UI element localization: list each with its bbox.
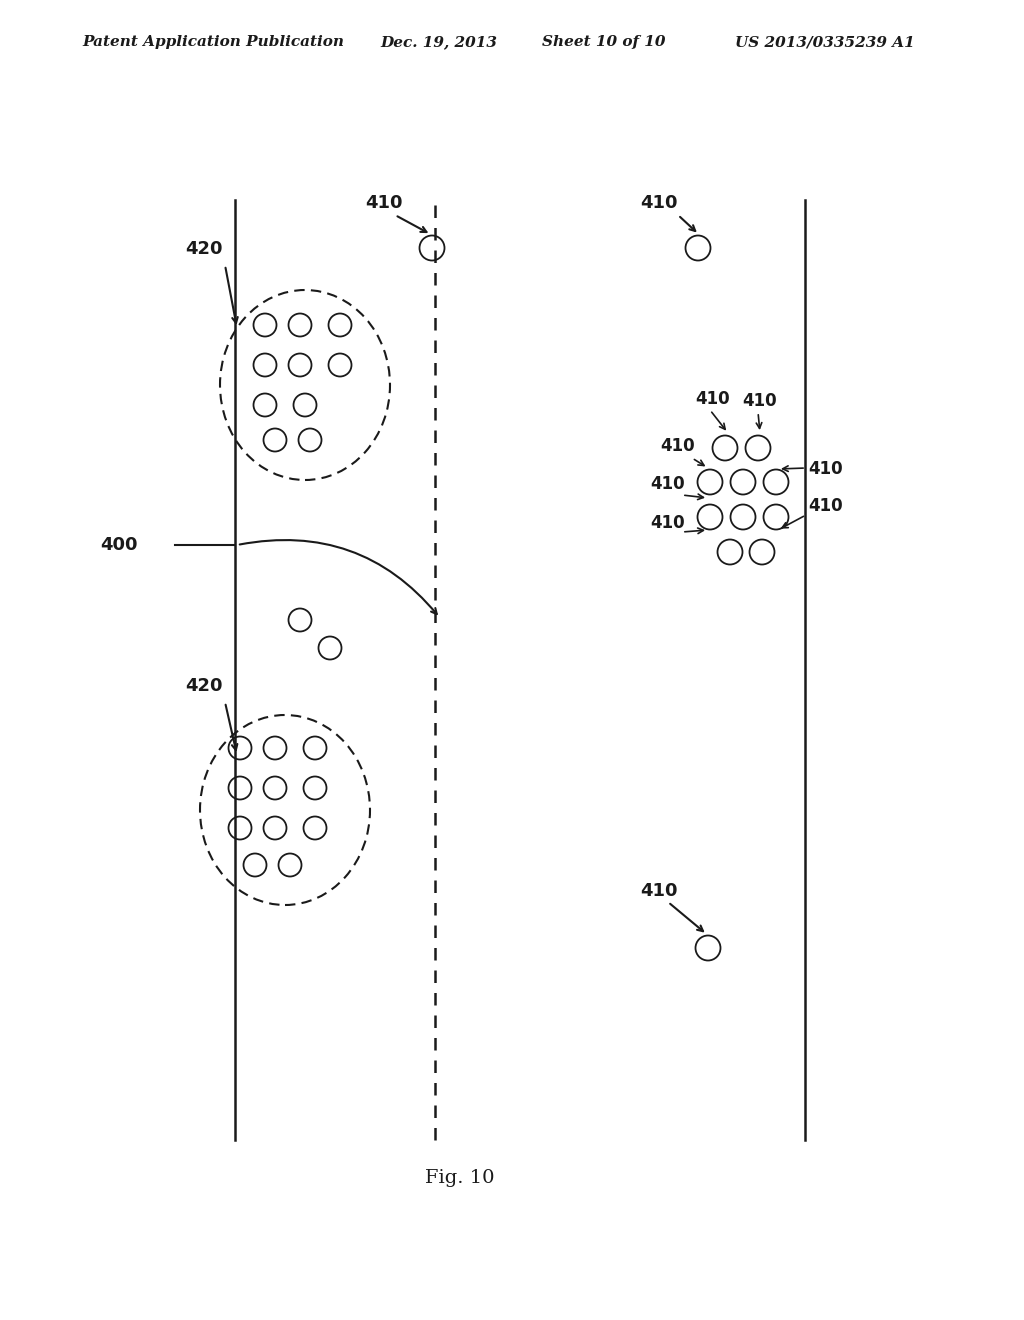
Text: 420: 420 [185, 240, 222, 257]
Text: 400: 400 [100, 536, 137, 554]
Text: Dec. 19, 2013: Dec. 19, 2013 [380, 36, 497, 49]
Text: 410: 410 [640, 882, 678, 900]
Text: 420: 420 [185, 677, 222, 696]
Text: 410: 410 [650, 475, 685, 492]
Text: 410: 410 [695, 389, 730, 408]
Text: US 2013/0335239 A1: US 2013/0335239 A1 [735, 36, 914, 49]
Text: Sheet 10 of 10: Sheet 10 of 10 [542, 36, 666, 49]
Text: 410: 410 [808, 498, 843, 515]
Text: 410: 410 [640, 194, 678, 213]
Text: Fig. 10: Fig. 10 [425, 1170, 495, 1187]
Text: Patent Application Publication: Patent Application Publication [82, 36, 344, 49]
Text: 410: 410 [365, 194, 402, 213]
Text: 410: 410 [660, 437, 694, 455]
Text: 410: 410 [808, 459, 843, 478]
Text: 410: 410 [650, 513, 685, 532]
Text: 410: 410 [742, 392, 776, 411]
